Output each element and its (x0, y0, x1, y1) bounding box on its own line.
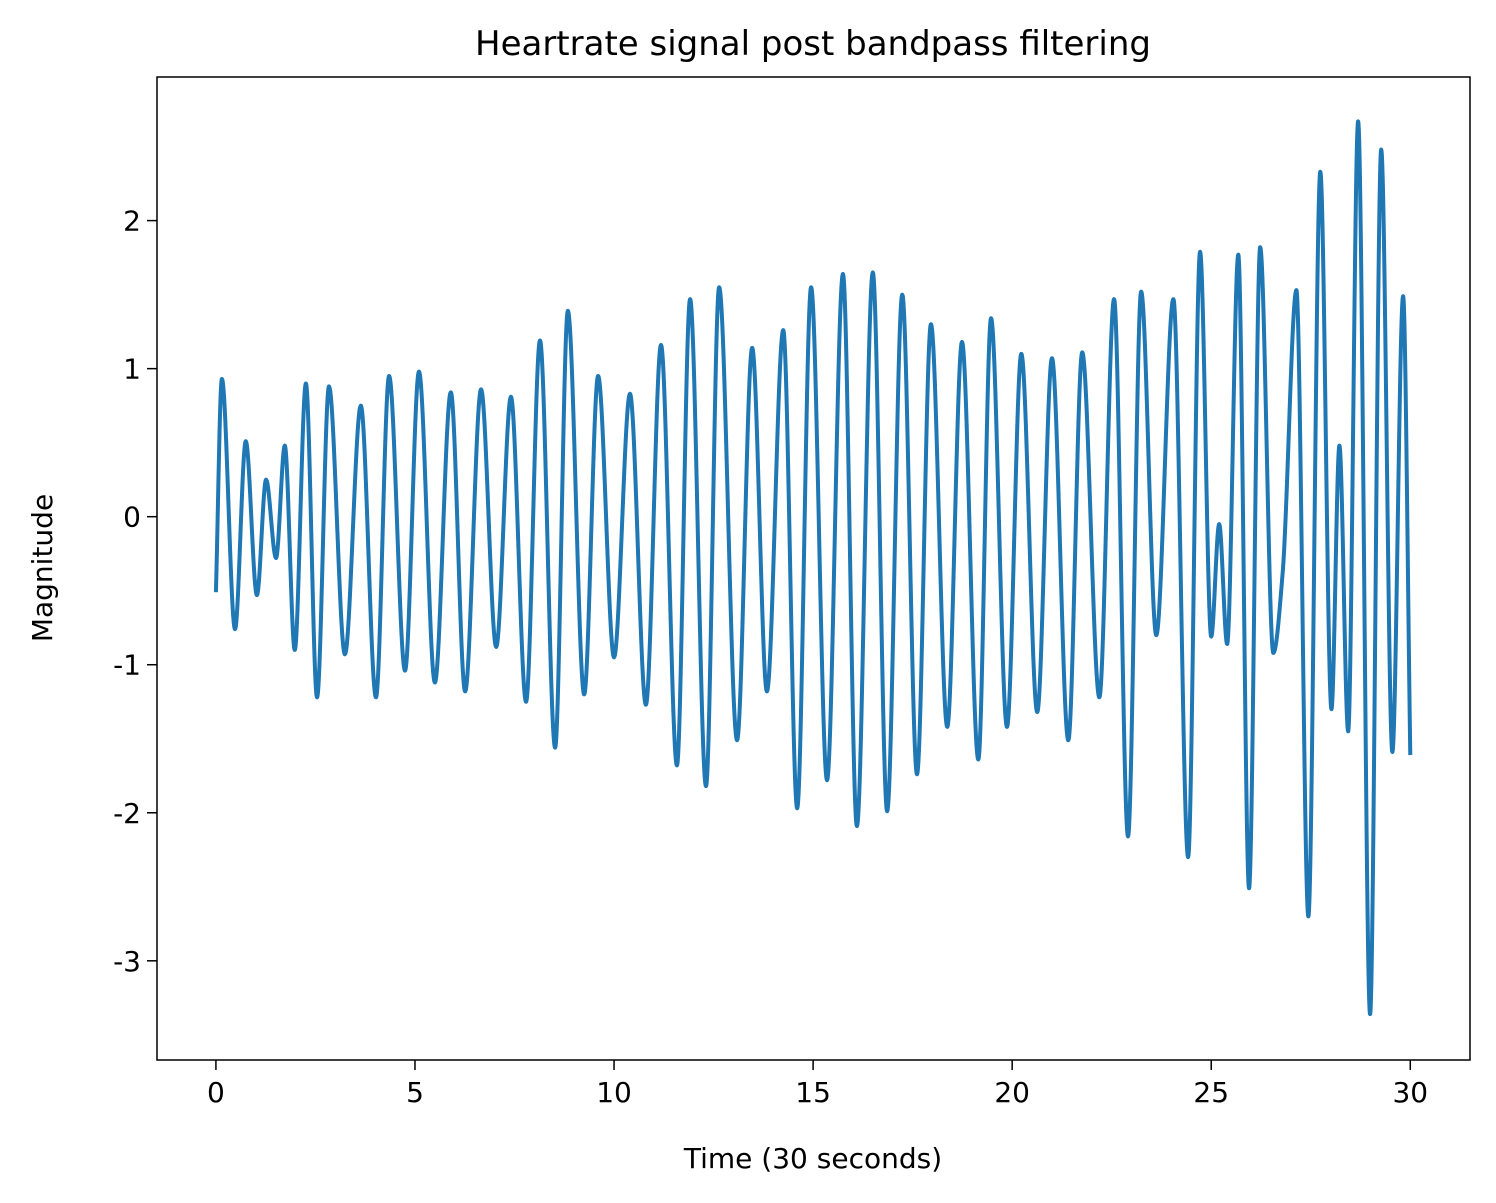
x-axis-label: Time (30 seconds) (683, 1142, 942, 1175)
y-tick-label: -2 (113, 797, 141, 830)
plot-frame (156, 76, 1471, 1061)
y-tick-label: -3 (113, 945, 141, 978)
y-tick-label: 2 (123, 205, 141, 238)
y-tick-label: 0 (123, 501, 141, 534)
x-tick-label: 10 (596, 1076, 632, 1109)
y-tick-label: 1 (123, 353, 141, 386)
x-tick-label: 15 (795, 1076, 831, 1109)
x-tick-label: 25 (1193, 1076, 1229, 1109)
y-tick-label: -1 (113, 649, 141, 682)
signal-line (213, 119, 1413, 1017)
x-tick-label: 30 (1392, 1076, 1428, 1109)
y-axis-label: Magnitude (26, 494, 59, 642)
x-tick-label: 5 (406, 1076, 424, 1109)
x-tick-label: 0 (207, 1076, 225, 1109)
x-tick-label: 20 (994, 1076, 1030, 1109)
chart-title: Heartrate signal post bandpass filtering (475, 24, 1151, 64)
